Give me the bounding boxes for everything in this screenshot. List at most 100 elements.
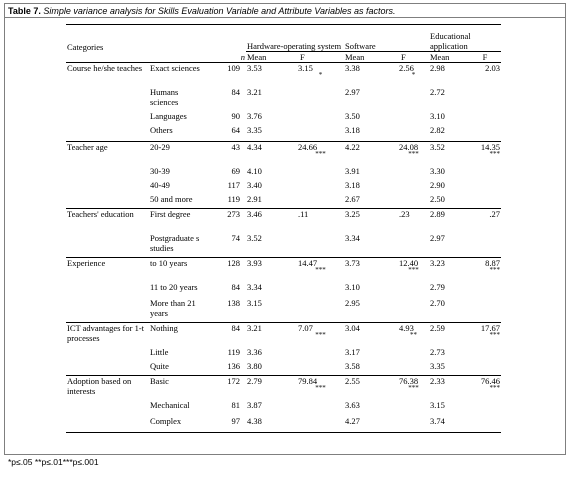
category-cell — [66, 180, 149, 194]
mean-educational-value: 3.30 — [430, 166, 445, 176]
mean-hardware-cell: 3.34 — [246, 282, 286, 298]
f-software-cell — [387, 233, 429, 258]
subcategory-value: 30-39 — [150, 166, 170, 176]
n-value: 43 — [231, 142, 241, 152]
table-row: 30-39 69 4.10 3.91 3.30 — [66, 166, 501, 180]
mean-software-value: 3.63 — [345, 400, 360, 410]
mean-educational-value: 2.33 — [430, 376, 445, 386]
mean-educational-cell: 2.97 — [429, 233, 469, 258]
mean-educational-value: 2.82 — [430, 125, 445, 135]
mean-educational-cell: 3.15 — [429, 400, 469, 416]
n-cell: 90 — [209, 111, 246, 125]
mean-hardware-value: 3.53 — [247, 63, 262, 73]
f-educational-cell — [469, 282, 501, 298]
n-cell: 64 — [209, 125, 246, 142]
subcategory-value: Exact sciences — [150, 63, 200, 73]
f-educational-cell: 14.35 *** — [469, 141, 502, 166]
subcategory-cell: Languages — [149, 111, 209, 125]
mean-software-cell: 3.73 — [344, 257, 387, 282]
mean-software-value: 3.34 — [345, 233, 360, 243]
mean-software-value: 3.04 — [345, 323, 360, 333]
subcategory-cell: to 10 years — [149, 257, 209, 282]
n-cell: 172 — [209, 375, 246, 400]
n-value: 81 — [231, 400, 241, 410]
mean-software-cell: 3.18 — [344, 180, 387, 194]
category-value: Course he/she teaches — [67, 63, 143, 73]
category-value: ICT advantages for 1-t processes — [67, 323, 145, 343]
mean-educational-value: 3.74 — [430, 416, 445, 426]
f-hardware-cell — [286, 361, 344, 376]
mean-software-cell: 3.63 — [344, 400, 387, 416]
category-cell: ICT advantages for 1-t processes — [66, 322, 149, 347]
mean-software-cell: 2.97 — [344, 87, 387, 111]
f-software-value: 24.08 — [399, 142, 419, 152]
f-software-cell — [387, 282, 429, 298]
category-cell: Experience — [66, 257, 149, 282]
table-row: Others 64 3.35 3.18 2.82 — [66, 125, 501, 142]
category-cell — [66, 194, 149, 209]
mean-hardware-value: 3.46 — [247, 209, 262, 219]
mean-hardware-value: 3.21 — [247, 323, 262, 333]
f-software-cell: 2.56 * — [387, 63, 429, 88]
table-row: Mechanical 81 3.87 3.63 3.15 — [66, 400, 501, 416]
subcategory-value: Postgraduate s studies — [150, 233, 200, 253]
mean-hardware-cell: 3.21 — [246, 87, 286, 111]
significance-footnote: *p≤.05 **p≤.01***p≤.001 — [8, 457, 99, 467]
mean-software-value: 4.22 — [345, 142, 360, 152]
subcategory-cell: 50 and more — [149, 194, 209, 209]
table-row: 50 and more 119 2.91 2.67 2.50 — [66, 194, 501, 209]
table-row: ICT advantages for 1-t processes Nothing 8… — [66, 322, 502, 347]
f-software-cell: 24.08 *** — [387, 141, 429, 166]
mean-educational-cell: 2.59 — [429, 322, 469, 347]
subcategory-value: Mechanical — [150, 400, 190, 410]
f-educational-cell — [469, 194, 501, 209]
significance-marker: * — [318, 71, 323, 79]
mean-software-value: 3.50 — [345, 111, 360, 121]
header-mean-2: Mean — [344, 51, 387, 63]
f-hardware-value: 7.07 — [298, 323, 313, 333]
mean-hardware-value: 4.10 — [247, 166, 262, 176]
f-educational-cell: 8.87 *** — [469, 257, 502, 282]
caption-title: Simple variance analysis for Skills Eval… — [43, 6, 396, 16]
n-cell: 84 — [209, 322, 246, 347]
n-value: 84 — [231, 87, 241, 97]
f-hardware-value: .11 — [298, 209, 309, 219]
subcategory-cell: Complex — [149, 416, 209, 433]
mean-hardware-cell: 3.40 — [246, 180, 286, 194]
f-educational-cell — [469, 166, 501, 180]
f-software-cell: 76.38 *** — [387, 375, 429, 400]
header-mean-3: Mean — [429, 51, 469, 63]
category-cell — [66, 298, 149, 323]
mean-educational-value: 3.52 — [430, 142, 445, 152]
table-caption: Table 7. Simple variance analysis for Sk… — [5, 4, 565, 18]
header-group-educational: Educational application — [429, 24, 502, 52]
n-value: 119 — [227, 347, 240, 357]
f-hardware-cell — [286, 194, 344, 209]
mean-software-cell: 3.17 — [344, 347, 387, 361]
mean-software-value: 2.55 — [345, 376, 360, 386]
f-educational-value: .27 — [489, 209, 501, 219]
category-cell: Course he/she teaches — [66, 63, 149, 88]
n-value: 119 — [227, 194, 240, 204]
f-software-cell — [387, 298, 429, 323]
mean-hardware-cell: 3.36 — [246, 347, 286, 361]
subcategory-cell: Nothing — [149, 322, 209, 347]
f-educational-value: 76.46 — [480, 376, 501, 386]
category-cell: Teacher age — [66, 141, 149, 166]
mean-educational-value: 2.79 — [430, 282, 445, 292]
f-hardware-value: 24.66 — [298, 142, 318, 152]
f-educational-cell — [469, 416, 502, 433]
f-educational-cell — [469, 361, 501, 376]
f-hardware-cell — [286, 347, 344, 361]
n-cell: 128 — [209, 257, 246, 282]
f-educational-value: 2.03 — [485, 63, 501, 73]
mean-educational-cell: 2.50 — [429, 194, 469, 209]
subcategory-value: Quite — [150, 361, 169, 371]
significance-marker: *** — [315, 266, 326, 274]
mean-hardware-cell: 3.46 — [246, 208, 286, 233]
subcategory-value: First degree — [150, 209, 191, 219]
mean-hardware-cell: 2.79 — [246, 375, 286, 400]
mean-software-cell: 3.38 — [344, 63, 387, 88]
mean-educational-value: 2.98 — [430, 63, 445, 73]
mean-hardware-value: 3.52 — [247, 233, 262, 243]
